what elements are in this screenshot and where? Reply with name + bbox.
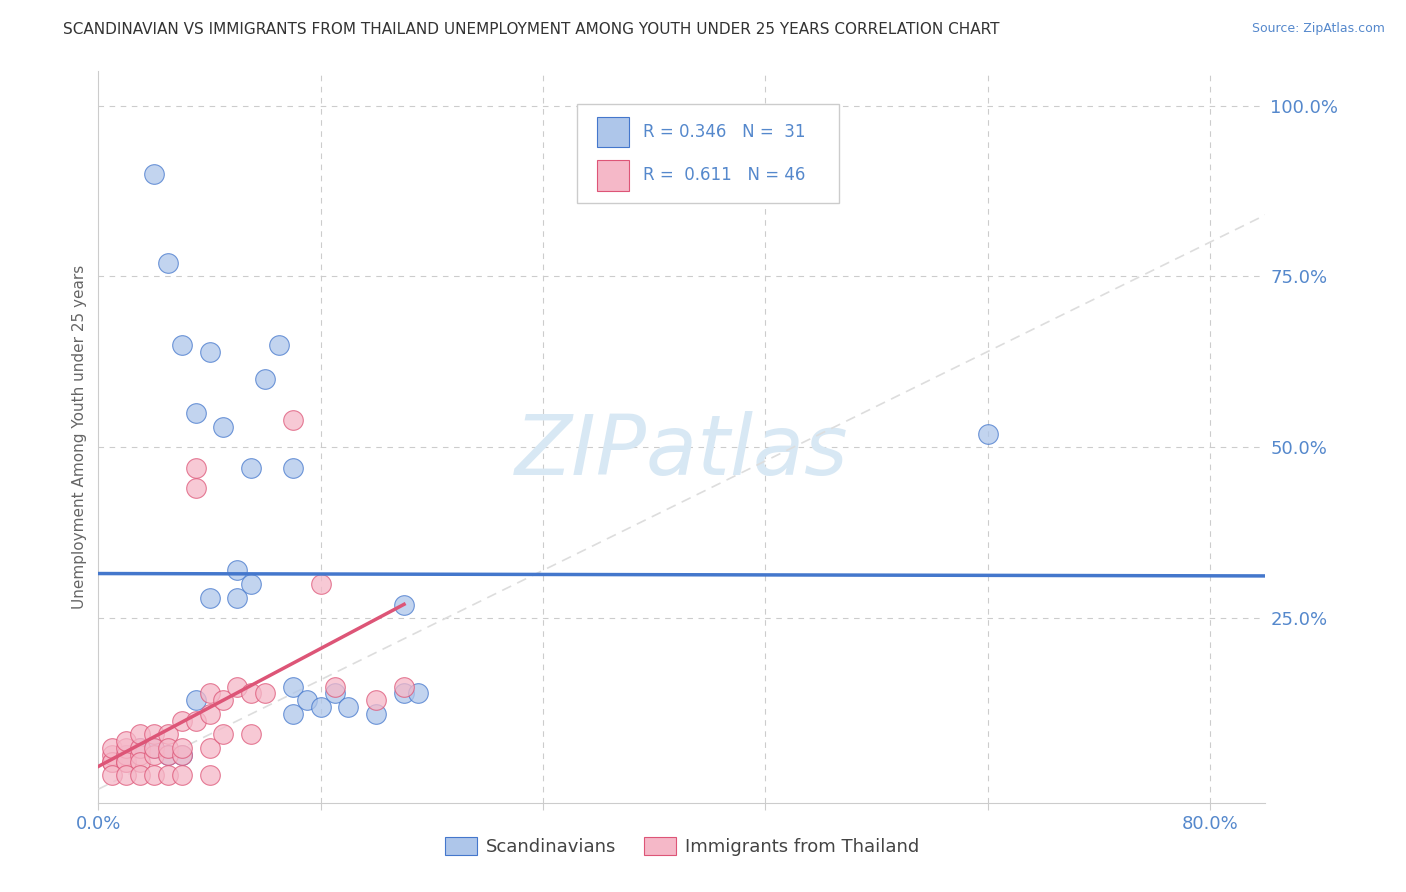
Point (184, 693, 207, 707)
Point (101, 755, 124, 769)
Point (115, 747, 138, 762)
Point (170, 747, 193, 762)
Point (281, 460, 304, 475)
Point (101, 741, 124, 756)
Point (323, 680, 346, 694)
Point (295, 693, 318, 707)
Point (198, 344, 221, 359)
Point (115, 734, 138, 748)
Point (129, 768, 152, 782)
Point (198, 706, 221, 721)
Text: Source: ZipAtlas.com: Source: ZipAtlas.com (1251, 22, 1385, 36)
Point (198, 591, 221, 605)
Point (240, 577, 263, 591)
Point (129, 747, 152, 762)
Point (366, 693, 388, 707)
Point (281, 706, 304, 721)
Point (198, 686, 221, 700)
Point (198, 741, 221, 756)
Point (240, 686, 263, 700)
Point (115, 768, 138, 782)
Point (267, 338, 290, 352)
Point (156, 747, 179, 762)
Point (323, 686, 346, 700)
Point (101, 755, 124, 769)
Point (240, 727, 263, 741)
Point (143, 741, 166, 756)
Point (143, 747, 166, 762)
FancyBboxPatch shape (596, 160, 630, 191)
Point (240, 460, 263, 475)
Point (156, 747, 179, 762)
Y-axis label: Unemployment Among Youth under 25 years: Unemployment Among Youth under 25 years (72, 265, 87, 609)
Legend: Scandinavians, Immigrants from Thailand: Scandinavians, Immigrants from Thailand (437, 830, 927, 863)
Point (226, 563, 249, 577)
FancyBboxPatch shape (576, 104, 839, 203)
Point (129, 741, 152, 756)
Point (143, 167, 166, 181)
Point (156, 768, 179, 782)
Point (392, 598, 415, 612)
Point (170, 338, 193, 352)
Point (143, 768, 166, 782)
Point (254, 686, 277, 700)
Point (212, 727, 235, 741)
Point (976, 426, 998, 441)
Point (170, 714, 193, 728)
Point (281, 413, 304, 427)
Point (115, 747, 138, 762)
Text: ZIPatlas: ZIPatlas (515, 411, 849, 492)
Point (101, 747, 124, 762)
Point (212, 693, 235, 707)
Point (143, 741, 166, 756)
Point (143, 727, 166, 741)
Point (309, 577, 332, 591)
Point (129, 755, 152, 769)
Point (170, 741, 193, 756)
Point (170, 747, 193, 762)
Point (156, 256, 179, 270)
Point (129, 727, 152, 741)
Point (212, 420, 235, 434)
Point (366, 706, 388, 721)
Point (101, 768, 124, 782)
Point (392, 680, 415, 694)
Point (156, 727, 179, 741)
Point (184, 406, 207, 420)
Point (184, 460, 207, 475)
Point (309, 700, 332, 714)
Point (226, 680, 249, 694)
Point (170, 768, 193, 782)
Point (156, 741, 179, 756)
Point (281, 680, 304, 694)
Point (406, 686, 429, 700)
Point (337, 700, 360, 714)
Point (392, 686, 415, 700)
Point (226, 591, 249, 605)
Point (184, 481, 207, 495)
Point (198, 768, 221, 782)
Point (115, 755, 138, 769)
Point (184, 714, 207, 728)
FancyBboxPatch shape (596, 117, 630, 147)
Point (254, 372, 277, 386)
Point (115, 741, 138, 756)
Text: R =  0.611   N = 46: R = 0.611 N = 46 (644, 166, 806, 185)
Point (115, 755, 138, 769)
Text: SCANDINAVIAN VS IMMIGRANTS FROM THAILAND UNEMPLOYMENT AMONG YOUTH UNDER 25 YEARS: SCANDINAVIAN VS IMMIGRANTS FROM THAILAND… (63, 22, 1000, 37)
Point (129, 741, 152, 756)
Text: R = 0.346   N =  31: R = 0.346 N = 31 (644, 123, 806, 141)
